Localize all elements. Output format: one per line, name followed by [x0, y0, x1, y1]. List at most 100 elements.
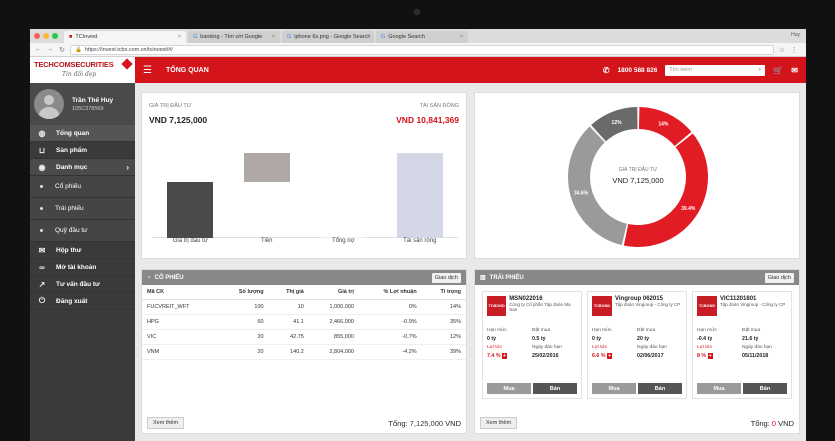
cell-pct: -4.2%: [358, 344, 422, 360]
hamburger-icon[interactable]: ☰: [143, 64, 152, 76]
yield-value: 8 % +: [697, 353, 742, 359]
close-window-dot[interactable]: [34, 33, 40, 39]
search-icon[interactable]: ⌕: [758, 66, 762, 73]
total-unit: VND: [778, 418, 794, 428]
bought-value: 20 tỷ: [637, 336, 650, 342]
stocks-trade-button[interactable]: Giao dịch: [431, 272, 461, 283]
forward-icon[interactable]: →: [46, 46, 54, 53]
column-header[interactable]: Mã CK: [142, 285, 219, 300]
browser-profile[interactable]: Huy: [791, 32, 800, 38]
bond-issuer: Tập đoàn Vingroup - Công ty CP: [615, 302, 681, 307]
bonds-trade-button[interactable]: Giao dịch: [764, 272, 794, 283]
cell-value: 2,466,000: [308, 314, 359, 330]
sidebar-item-overview[interactable]: ◍ Tổng quan: [30, 125, 135, 142]
table-row[interactable]: VIC 20 42.75 855,000 -0.7% 12%: [142, 329, 466, 345]
search-input[interactable]: Tìm kiếm ⌕: [665, 64, 766, 76]
hotline-number[interactable]: 1800 588 826: [617, 66, 658, 74]
bullet-icon: [40, 185, 43, 188]
close-tab-icon[interactable]: ×: [177, 34, 181, 40]
waterfall-bar: [396, 153, 443, 238]
table-row[interactable]: FUCVREIT_WFT 100 10 1,000,000 0% 14%: [142, 299, 466, 315]
buy-button[interactable]: Mua: [697, 383, 741, 394]
donut-slice: [591, 107, 638, 142]
sidebar-item-label: Sản phẩm: [56, 146, 88, 154]
bookmark-star-icon[interactable]: ☆: [778, 46, 786, 54]
avatar: [34, 89, 64, 119]
close-tab-icon[interactable]: ×: [271, 34, 275, 40]
sell-button[interactable]: Bán: [743, 383, 787, 394]
mail-icon[interactable]: ✉: [791, 65, 798, 75]
sidebar-item-label: Tư vấn đầu tư: [56, 280, 100, 288]
sidebar-item-label: Đăng xuất: [56, 297, 88, 305]
cell-code[interactable]: HPG: [142, 314, 219, 330]
cell-code[interactable]: VNM: [142, 344, 219, 360]
zoom-window-dot[interactable]: [52, 33, 58, 39]
due-label: Ngày đáo hạn: [637, 345, 667, 350]
sidebar-item-inbox[interactable]: ✉ Hộp thư: [30, 242, 135, 259]
cell-code[interactable]: FUCVREIT_WFT: [142, 299, 219, 315]
menu-dots-icon[interactable]: ⋮: [790, 46, 798, 54]
bond-issuer: Công ty Cổ phần Tập đoàn Ma San: [509, 302, 571, 313]
cell-code[interactable]: VIC: [142, 329, 219, 345]
table-row[interactable]: HPG 60 41.1 2,466,000 -0.9% 35%: [142, 314, 466, 330]
cart-icon[interactable]: 🛒: [773, 65, 784, 75]
bond-card[interactable]: TCBOND VIC11201801 Tập đoàn Vingroup - Côn…: [692, 291, 792, 399]
column-header[interactable]: Tỉ trọng: [421, 285, 466, 300]
sidebar-item-label: Tổng quan: [56, 129, 90, 137]
x-tick-label: Tiền: [261, 238, 273, 244]
total-unit: VND: [445, 418, 461, 428]
reload-icon[interactable]: ↻: [59, 46, 65, 54]
minimize-window-dot[interactable]: [43, 33, 49, 39]
browser-tab[interactable]: G Google Search ×: [376, 31, 468, 43]
favicon-icon: ■: [69, 34, 73, 40]
buy-button[interactable]: Mua: [592, 383, 636, 394]
bonds-more-button[interactable]: Xem thêm: [480, 417, 518, 429]
tab-label: Google Search: [388, 34, 425, 40]
sidebar-item-portfolio[interactable]: ◉ Danh mục ›: [30, 159, 135, 176]
stocks-more-button[interactable]: Xem thêm: [147, 417, 185, 429]
sidebar-item-products[interactable]: ⊔ Sản phẩm: [30, 142, 135, 159]
url-field[interactable]: 🔒 https://invest.tcbs.com.vn/tcinvest/#/: [70, 44, 774, 55]
back-icon[interactable]: ←: [34, 46, 42, 53]
bond-card[interactable]: TCBOND Vingroup 062015 Tập đoàn Vingroup -…: [587, 291, 687, 399]
sidebar-item-bonds[interactable]: Trái phiếu: [30, 198, 135, 220]
sidebar-item-logout[interactable]: ⏻ Đăng xuất: [30, 293, 135, 310]
brand-logo[interactable]: TECHCOMSECURITIES Tin đối đẹp: [30, 57, 135, 83]
eye-icon: ◉: [38, 162, 46, 172]
stocks-card: ◔ CỔ PHIẾU Giao dịch Mã CK Số lượng Thị giá G…: [141, 269, 467, 434]
close-tab-icon[interactable]: ×: [459, 34, 463, 40]
buy-button[interactable]: Mua: [487, 383, 531, 394]
column-header[interactable]: Giá trị: [308, 285, 359, 300]
cell-price: 42.75: [268, 329, 309, 345]
sidebar-item-label: Trái phiếu: [55, 205, 84, 212]
yield-text: 8 %: [697, 353, 707, 359]
yield-label: Lợi tức: [592, 345, 608, 350]
cell-pct: -0.7%: [358, 329, 422, 345]
browser-tab[interactable]: ■ TCInvest ×: [64, 31, 186, 43]
window-controls[interactable]: [34, 33, 58, 39]
sell-button[interactable]: Bán: [638, 383, 682, 394]
slice-label: 14%: [658, 122, 669, 128]
bought-label: Đặt mua: [532, 328, 551, 333]
column-header[interactable]: % Lợi nhuận: [358, 285, 422, 300]
column-header[interactable]: Số lượng: [218, 285, 269, 300]
sidebar-item-funds[interactable]: Quỹ đầu tư: [30, 220, 135, 242]
user-profile[interactable]: Trần Thế Huy 105C378569: [30, 83, 135, 125]
sidebar-item-stocks[interactable]: Cổ phiếu: [30, 176, 135, 198]
total-value: 7,125,000: [409, 418, 444, 428]
cell-qty: 60: [218, 314, 269, 330]
close-tab-icon[interactable]: ×: [373, 34, 374, 40]
limit-value: 0 tỷ: [487, 336, 497, 342]
sell-button[interactable]: Bán: [533, 383, 577, 394]
slice-label: 34.6%: [574, 190, 589, 196]
table-row[interactable]: VNM 20 140.2 2,804,000 -4.2% 39%: [142, 344, 466, 360]
sidebar-item-advisory[interactable]: ↗ Tư vấn đầu tư: [30, 276, 135, 293]
tab-label: banking - Tìm với Google: [200, 34, 263, 40]
column-header[interactable]: Thị giá: [268, 285, 309, 300]
plus-icon: +: [707, 353, 713, 359]
bond-card[interactable]: TCBOND MSN022016 Công ty Cổ phần Tập đoàn …: [482, 291, 582, 399]
sidebar-item-open-account[interactable]: ∞ Mở tài khoản: [30, 259, 135, 276]
